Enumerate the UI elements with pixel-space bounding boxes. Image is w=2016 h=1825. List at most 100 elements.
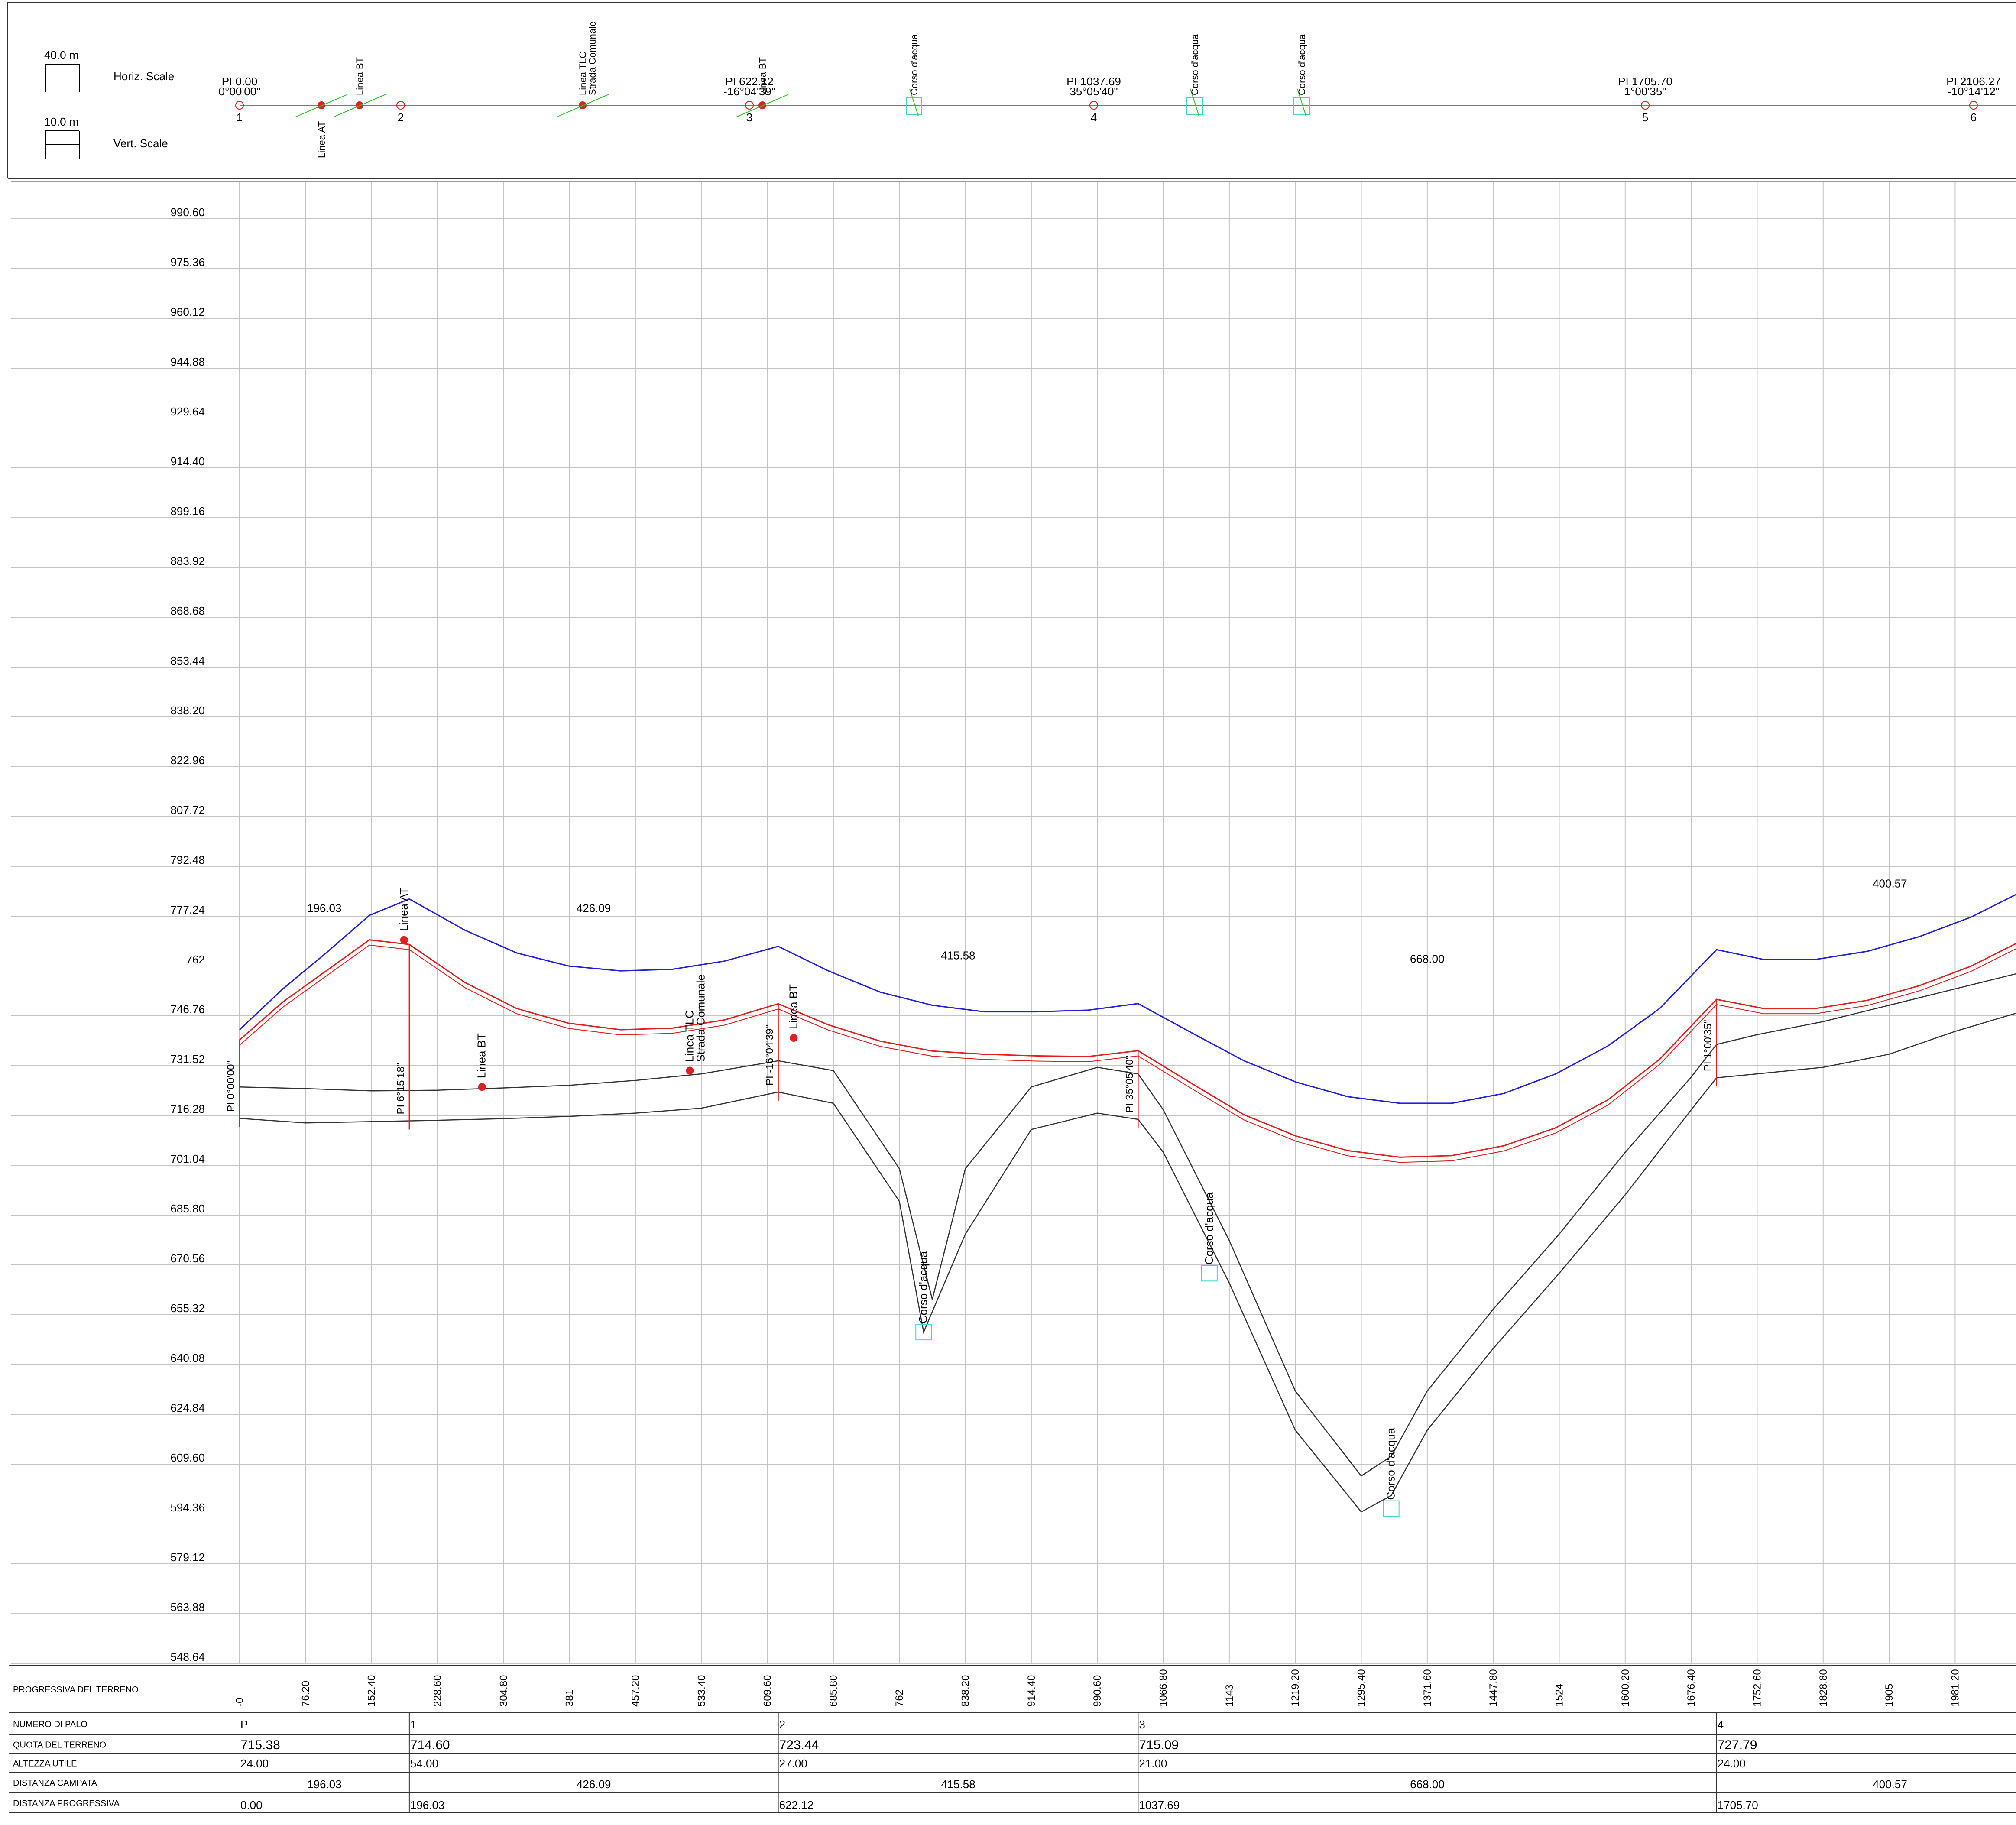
elevation-tick-label: 868.68: [170, 604, 205, 617]
plan-crossing-label: Corso d'acqua: [909, 34, 920, 95]
station-tick-label: 1447.80: [1488, 1669, 1499, 1707]
plan-point-number: 6: [1971, 111, 1977, 124]
station-tick-label: 1600.20: [1620, 1669, 1631, 1707]
plan-crossing-marker: [1293, 97, 1310, 115]
plan-point-marker: [1089, 101, 1098, 110]
elevation-tick-label: 807.72: [170, 804, 205, 817]
elevation-tick-label: 731.52: [170, 1053, 205, 1066]
elevation-tick-label: 746.76: [170, 1003, 205, 1016]
plan-point-angle: 35°05'40": [1070, 85, 1118, 98]
crossing-marker: [478, 1083, 486, 1091]
horiz-scale-label: Horiz. Scale: [113, 70, 174, 83]
station-tick-label: 1828.80: [1818, 1669, 1829, 1707]
data-table: PROGRESSIVA DEL TERRENO NUMERO DI PALO QUO…: [9, 1665, 2016, 1813]
vert-scale-bar: [45, 130, 80, 159]
pole-altezza: 54.00: [410, 1757, 438, 1770]
elevation-tick-label: 792.48: [170, 853, 205, 866]
pole-altezza: 24.00: [240, 1757, 269, 1770]
table-row-label-progressiva: PROGRESSIVA DEL TERRENO: [13, 1685, 139, 1695]
pole-number: 3: [1139, 1718, 1145, 1731]
plan-crossing-marker: [906, 97, 922, 115]
plan-point-number: 1: [237, 111, 243, 124]
ground-profile-upper: [239, 973, 2016, 1477]
vert-scale-label: Vert. Scale: [113, 137, 168, 150]
plan-view: 1 PI 0.000°00'00" 2 3 PI 622.12-16°04'39" 4 PI…: [219, 21, 2016, 158]
plan-point-number: 2: [398, 111, 404, 124]
crossing-marker: [400, 936, 408, 944]
plan-point-marker: [235, 101, 244, 110]
span-campata: 196.03: [307, 1778, 342, 1791]
elevation-tick-label: 685.80: [170, 1202, 205, 1215]
station-tick-label: 1981.20: [1949, 1669, 1961, 1707]
crossing-marker: [790, 1034, 798, 1042]
elevation-tick-label: 716.28: [170, 1102, 205, 1115]
plan-crossing-label-2: Strada Comunale: [587, 21, 598, 95]
elevation-tick-label: 822.96: [170, 754, 205, 767]
plan-point-marker: [1641, 101, 1650, 110]
pole-altezza: 27.00: [779, 1757, 807, 1770]
station-tick-label: 1143: [1224, 1684, 1235, 1707]
elevation-tick-label: 975.36: [170, 256, 205, 269]
station-tick-label: 1295.40: [1356, 1669, 1368, 1707]
station-tick-label: 685.80: [828, 1675, 839, 1707]
plan-crossing-label: Corso d'acqua: [1296, 34, 1307, 95]
plan-crossing-line: [1190, 88, 1199, 117]
plan-point-number: 5: [1642, 111, 1648, 124]
pole-quota: 727.79: [1718, 1738, 1757, 1752]
pole-quota: 715.09: [1139, 1738, 1179, 1752]
elevation-tick-label: 655.32: [170, 1302, 205, 1315]
crossing-label: Linea BT: [475, 1033, 488, 1078]
pole-quota: 714.60: [410, 1738, 450, 1752]
station-tick-label: 1066.80: [1158, 1669, 1170, 1707]
table-row-label-campata: DISTANZA CAMPATA: [13, 1779, 97, 1788]
pole-label: PI 35°05'40": [1124, 1056, 1135, 1113]
station-tick-label: 152.40: [366, 1675, 378, 1707]
station-tick-label: 1752.60: [1751, 1669, 1763, 1707]
plan-point-pi: PI 622.12: [725, 75, 773, 88]
pole-number: 1: [410, 1718, 416, 1731]
station-tick-label: 381: [564, 1689, 576, 1707]
span-length-label: 400.57: [1873, 877, 1907, 890]
crossing-marker: [915, 1324, 932, 1341]
plan-point-number: 4: [1091, 111, 1097, 124]
elevation-tick-label: 563.88: [170, 1601, 205, 1614]
elevation-tick-label: 914.40: [170, 455, 205, 468]
elevation-tick-label: 594.36: [170, 1501, 205, 1514]
station-tick-label: 914.40: [1026, 1675, 1037, 1707]
plan-point-number: 3: [746, 111, 752, 124]
station-tick-label: 762: [894, 1689, 905, 1707]
plan-crossing-line: [295, 94, 348, 117]
plan-point-pi: PI 0.00: [222, 75, 257, 88]
crossing-label: Corso d'acqua: [1384, 1427, 1397, 1500]
station-tick-label: 457.20: [630, 1675, 642, 1707]
span-campata: 400.57: [1873, 1778, 1907, 1791]
pole-altezza: 24.00: [1718, 1757, 1746, 1770]
plan-point-marker: [745, 101, 754, 110]
elevation-tick-label: 624.84: [170, 1401, 205, 1414]
pole-dist-prog: 1705.70: [1718, 1799, 1758, 1812]
elevation-tick-label: 960.12: [170, 305, 205, 318]
pole-quota: 723.44: [779, 1738, 819, 1752]
horiz-scale-bar: [45, 64, 80, 92]
clearance-line-blue: [239, 894, 2016, 1104]
station-tick-label: 1524: [1553, 1684, 1565, 1707]
elevation-tick-label: 548.64: [170, 1650, 205, 1663]
elevation-tick-label: 838.20: [170, 704, 205, 717]
crossing-label-2: Strada Comunale: [694, 974, 707, 1062]
station-tick-label: 1676.40: [1685, 1669, 1697, 1707]
elevation-tick-label: 990.60: [170, 206, 205, 219]
conductor-line-red: [239, 939, 2016, 1158]
elevation-tick-label: 777.24: [170, 903, 205, 916]
plan-point-pi: PI 2106.27: [1946, 75, 2001, 88]
plan-point-angle: 1°00'35": [1624, 85, 1666, 98]
plan-crossing-line: [333, 94, 386, 117]
elevation-tick-label: 609.60: [170, 1451, 205, 1464]
pole-dist-prog: 1037.69: [1139, 1799, 1180, 1812]
header-panel: [7, 2, 2016, 179]
station-tick-label: 1905: [1883, 1684, 1895, 1707]
pole-label: PI -16°04'39": [764, 1025, 776, 1086]
plan-crossing-marker: [1186, 97, 1203, 115]
elevation-tick-label: 944.88: [170, 355, 205, 368]
plan-crossing-line: [556, 94, 609, 117]
